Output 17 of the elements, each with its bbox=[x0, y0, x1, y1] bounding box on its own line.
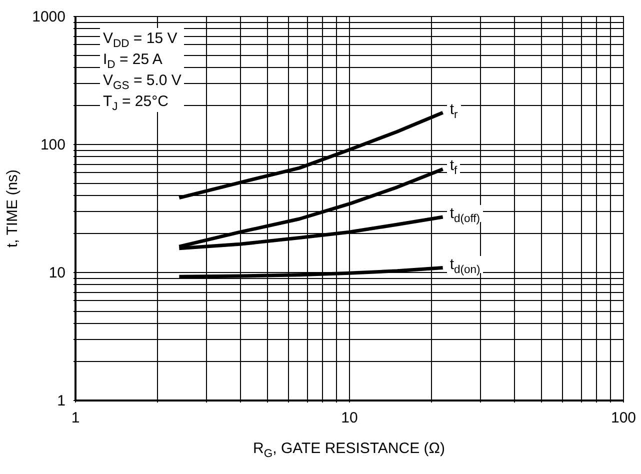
y-axis-title: t, TIME (ns) bbox=[4, 169, 22, 248]
annotation: I$_{D}$ = 25 A bbox=[103, 51, 162, 71]
y-tick-label: 10 bbox=[48, 264, 66, 282]
y-tick-label: 1 bbox=[57, 392, 66, 410]
series-label: t$_{d(off)}$ bbox=[446, 204, 484, 225]
x-tick-label: 100 bbox=[610, 410, 636, 426]
series-label: t$_{r}$ bbox=[446, 100, 461, 121]
y-tick-label: 1000 bbox=[32, 8, 66, 26]
annotation: T$_{J}$ = 25°C bbox=[103, 93, 168, 113]
series-label: t$_{f}$ bbox=[446, 157, 460, 178]
x-tick-label: 1 bbox=[71, 410, 80, 426]
y-tick-label: 100 bbox=[40, 136, 66, 154]
annotation: V$_{GS}$ = 5.0 V bbox=[103, 72, 182, 92]
x-axis-title: R$_{G}$, GATE RESISTANCE (Ω) bbox=[252, 440, 446, 460]
annotation: V$_{DD}$ = 15 V bbox=[103, 30, 178, 50]
series-label: t$_{d(on)}$ bbox=[446, 256, 484, 276]
x-tick-label: 10 bbox=[341, 410, 358, 426]
